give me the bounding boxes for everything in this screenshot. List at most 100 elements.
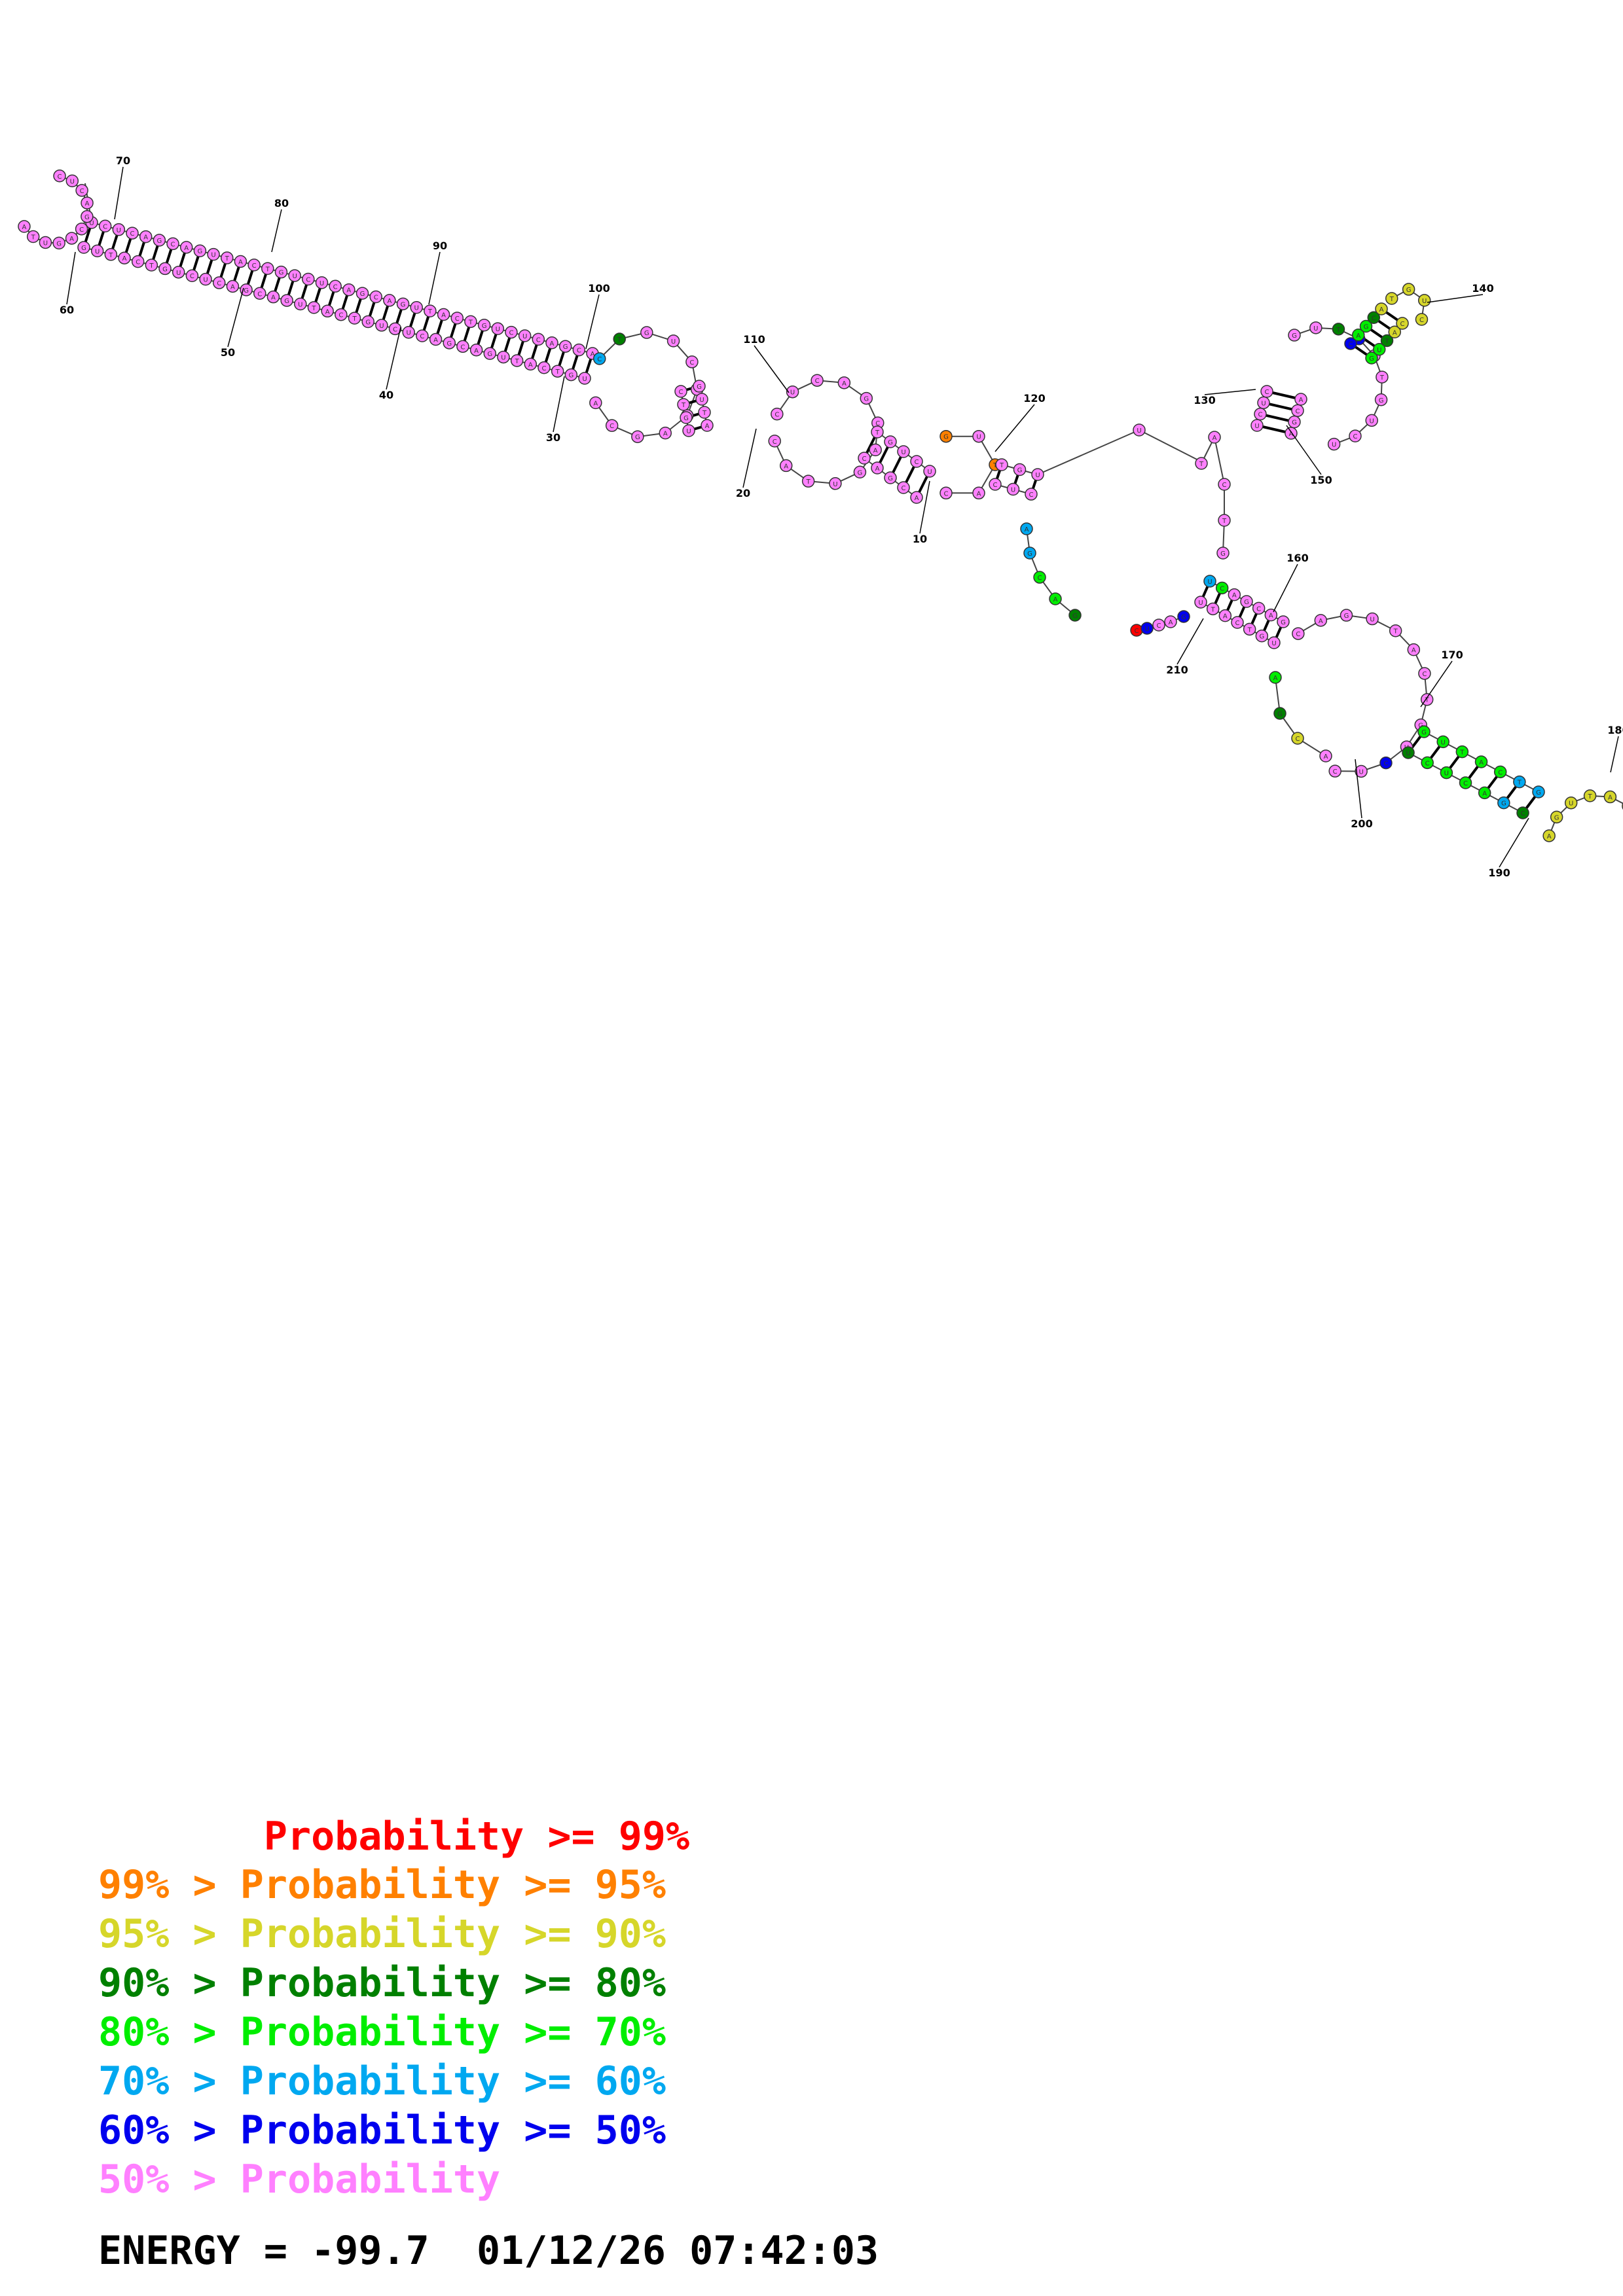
nucleotide: G (1023, 547, 1036, 560)
svg-text:G: G (635, 434, 640, 441)
svg-text:C: C (1220, 585, 1224, 592)
svg-text:A: A (663, 431, 668, 438)
svg-text:U: U (1441, 739, 1446, 746)
svg-text:U: U (976, 434, 981, 441)
nucleotide: A (1603, 790, 1617, 804)
backbone-segment (1037, 429, 1140, 475)
svg-text:C: C (306, 276, 310, 283)
nucleotide: C (1130, 624, 1143, 637)
nucleotide: G (860, 391, 873, 405)
svg-text:A: A (1169, 619, 1173, 626)
nucleotide: G (884, 435, 897, 448)
nucleotide: A (910, 491, 923, 504)
nucleotide: C (1218, 478, 1231, 491)
nucleotide: G (1402, 283, 1415, 296)
nucleotide: A (81, 196, 94, 209)
nucleotide: U (207, 247, 220, 261)
nucleotide: U (1417, 294, 1431, 307)
svg-text:A: A (977, 490, 981, 497)
nucleotide: C (213, 276, 226, 289)
svg-text:C: C (1265, 389, 1269, 396)
nucleotide: G (1288, 415, 1301, 429)
svg-text:C: C (1029, 492, 1034, 499)
nucleotide: A (469, 344, 483, 357)
svg-text:U: U (1207, 579, 1212, 586)
svg-text:C: C (1157, 622, 1161, 630)
nucleotide: C (247, 259, 261, 272)
position-tick (1420, 660, 1453, 708)
nucleotide: T (1380, 334, 1394, 348)
svg-text:A: A (69, 236, 74, 243)
nucleotide: T (424, 304, 437, 317)
backbone-segment (1139, 429, 1205, 464)
svg-text:G: G (279, 270, 284, 277)
svg-text:C: C (1222, 482, 1227, 489)
position-label: 70 (116, 154, 130, 167)
position-label: 90 (433, 240, 447, 252)
nucleotide: A (226, 279, 240, 293)
nucleotide: A (234, 255, 247, 268)
svg-text:C: C (1521, 810, 1525, 817)
position-tick (66, 251, 76, 305)
svg-text:T: T (515, 358, 520, 365)
svg-text:C: C (875, 420, 880, 427)
nucleotide: T (145, 259, 158, 272)
position-label: 140 (1472, 282, 1493, 295)
nucleotide: G (1359, 319, 1373, 333)
svg-text:G: G (1418, 723, 1423, 730)
svg-text:T: T (1222, 518, 1227, 525)
nucleotide: T (995, 458, 1008, 471)
legend-row: 95% > Probability >= 90% (98, 1914, 666, 1954)
nucleotide: C (98, 219, 112, 233)
position-tick (1204, 389, 1256, 395)
svg-text:C: C (130, 230, 135, 238)
nucleotide: C (369, 290, 382, 304)
svg-text:U: U (927, 469, 932, 476)
legend-label: Probability >= 50% (240, 2108, 666, 2153)
svg-text:A: A (271, 295, 276, 302)
nucleotide: A (1542, 829, 1556, 842)
svg-text:G: G (365, 319, 371, 327)
svg-text:A: A (591, 351, 595, 358)
nucleotide: U (1373, 343, 1386, 356)
nucleotide: U (491, 322, 505, 335)
svg-text:C: C (136, 259, 140, 266)
nucleotide: A (1218, 609, 1232, 622)
svg-text:G: G (1369, 355, 1374, 363)
nucleotide: A (779, 459, 793, 473)
nucleotide: C (126, 226, 139, 240)
svg-text:A: A (1324, 753, 1328, 761)
position-label: 10 (913, 533, 927, 545)
nucleotide: A (383, 294, 396, 307)
legend-row: 90% > Probability >= 80% (98, 1964, 666, 2003)
svg-text:G: G (482, 323, 487, 330)
nucleotide: U (288, 269, 301, 282)
nucleotide: C (1418, 667, 1431, 680)
svg-text:U: U (790, 389, 795, 397)
nucleotide: C (1349, 429, 1362, 442)
nucleotide: A (659, 426, 672, 440)
nucleotide: C (1291, 732, 1304, 745)
nucleotide: G (680, 411, 693, 424)
svg-text:G: G (1421, 729, 1427, 736)
nucleotide: A (1269, 671, 1282, 684)
svg-text:G: G (1259, 634, 1264, 641)
svg-text:G: G (162, 266, 168, 273)
nucleotide: A (1208, 431, 1221, 444)
nucleotide: C (1215, 581, 1229, 595)
nucleotide: C (538, 361, 551, 374)
nucleotide: T (1218, 514, 1231, 527)
legend-label: Probability (240, 2157, 501, 2202)
nucleotide: G (631, 430, 644, 443)
nucleotide: C (185, 269, 199, 282)
nucleotide: C (1252, 601, 1266, 615)
nucleotide: A (701, 419, 714, 432)
nucleotide: C (388, 322, 402, 336)
svg-text:T: T (617, 336, 622, 344)
position-tick (754, 345, 790, 393)
svg-text:U: U (501, 355, 505, 362)
nucleotide: C (532, 332, 545, 346)
svg-text:A: A (1213, 435, 1217, 442)
nucleotide: C (1379, 756, 1393, 770)
legend-label: Probability >= 60% (240, 2058, 666, 2104)
